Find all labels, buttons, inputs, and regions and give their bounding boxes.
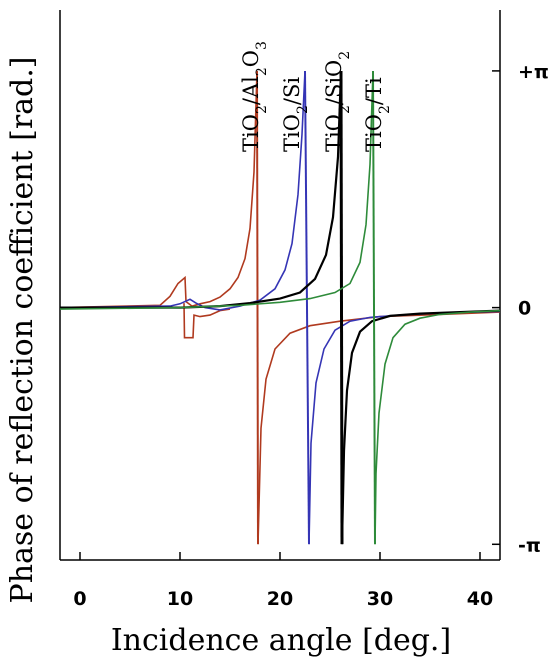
phase-jump [304, 71, 310, 545]
series-line-upper [59, 70, 374, 310]
y-tick-label: -π [518, 534, 541, 556]
phase-jump [372, 71, 376, 545]
x-tick-label: 10 [167, 588, 193, 610]
series-line-lower [308, 310, 501, 545]
phase-jump [339, 71, 344, 545]
phase-jump [256, 71, 259, 545]
svg-text:TiO2/Al2O3: TiO2/Al2O3 [239, 41, 270, 152]
series-line-lower [257, 311, 501, 545]
series-layer [59, 70, 501, 545]
ticks-layer: 0 10 20 30 40 +π 0 -π [73, 61, 549, 610]
series-label-tio2-sio2: TiO2/SiO2 [322, 51, 353, 152]
svg-text:TiO2/SiO2: TiO2/SiO2 [322, 51, 353, 152]
svg-text:TiO2/Si: TiO2/Si [280, 77, 311, 152]
series-label-tio2-ti: TiO2/Ti [362, 77, 393, 152]
series-label-tio2-si: TiO2/Si [280, 77, 311, 152]
series-line-lower [340, 309, 501, 545]
series-line-dip [183, 303, 231, 339]
y-tick-label: 0 [518, 298, 531, 320]
svg-text:TiO2/Ti: TiO2/Ti [362, 77, 393, 152]
y-axis-title: Phase of reflection coefficient [rad.] [5, 57, 40, 604]
series-0 [59, 70, 501, 545]
x-tick-label: 30 [367, 588, 393, 610]
y-tick-label: +π [518, 61, 549, 83]
x-tick-label: 40 [467, 588, 493, 610]
x-axis-title: Incidence angle [deg.] [111, 623, 451, 658]
series-line-upper [59, 70, 258, 309]
x-tick-label: 0 [73, 588, 86, 610]
series-3 [59, 70, 501, 545]
series-line-lower [374, 309, 501, 545]
series-label-tio2-al2o3: TiO2/Al2O3 [239, 41, 270, 152]
x-tick-label: 20 [267, 588, 293, 610]
